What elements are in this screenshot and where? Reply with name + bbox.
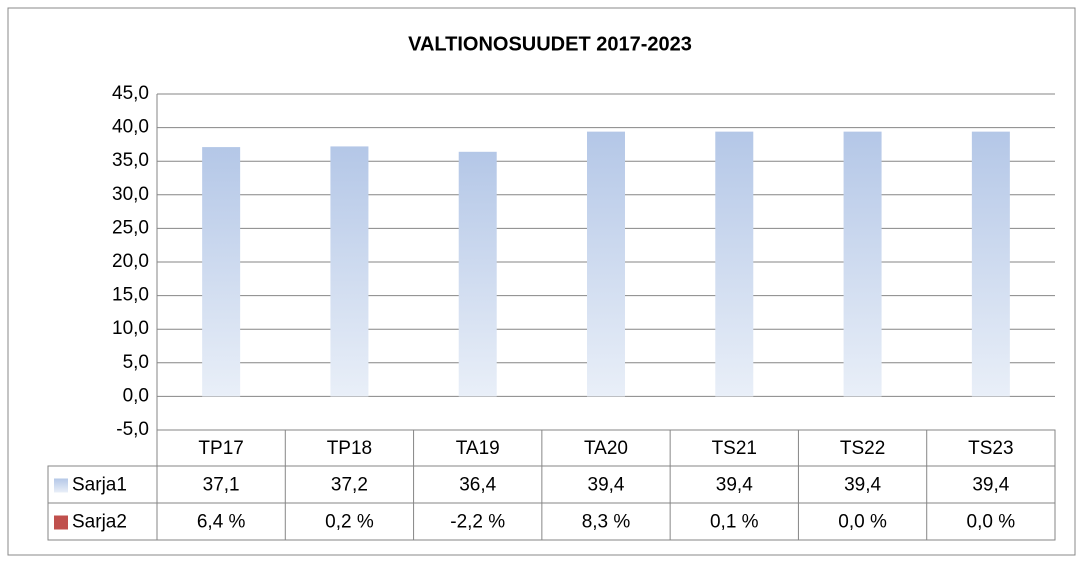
legend-label: Sarja2 [72,512,127,533]
bar [587,131,625,397]
y-tick-label: 35,0 [112,150,149,171]
y-tick-label: 45,0 [112,83,149,104]
table-value: 0,0 % [838,512,887,533]
table-value: 36,4 [459,475,496,496]
y-tick-label: 30,0 [112,184,149,205]
table-value: 37,1 [203,475,240,496]
table-value: 39,4 [588,475,625,496]
bar [202,147,241,397]
table-value: 6,4 % [197,512,246,533]
table-value: 37,2 [331,475,368,496]
x-tick-label: TP17 [198,438,243,459]
y-tick-label: 40,0 [112,117,149,138]
x-tick-label: TP18 [327,438,372,459]
x-tick-label: TS22 [840,438,885,459]
legend-key [54,515,68,530]
table-value: 39,4 [844,475,881,496]
y-tick-label: 15,0 [112,285,149,306]
table-value: -2,2 % [450,512,505,533]
table-value: 0,0 % [967,512,1016,533]
y-tick-label: 0,0 [123,385,149,406]
chart-title: VALTIONOSUUDET 2017-2023 [408,33,692,55]
table-value: 8,3 % [582,512,631,533]
x-tick-label: TA20 [584,438,628,459]
table-value: 0,2 % [325,512,374,533]
x-tick-label: TS21 [712,438,757,459]
bar [971,131,1010,397]
y-tick-label: 5,0 [123,352,149,373]
bar [458,151,497,397]
legend-key [54,478,68,493]
y-tick-label: 20,0 [112,251,149,272]
x-tick-label: TA19 [456,438,500,459]
y-tick-label: -5,0 [116,419,149,440]
x-tick-label: TS23 [968,438,1013,459]
bar [330,146,369,397]
legend-label: Sarja1 [72,475,127,496]
y-tick-label: 25,0 [112,217,149,238]
bar [715,131,754,397]
table-value: 0,1 % [710,512,759,533]
table-value: 39,4 [716,475,753,496]
y-tick-label: 10,0 [112,318,149,339]
table-value: 39,4 [972,475,1009,496]
bar [843,131,882,397]
